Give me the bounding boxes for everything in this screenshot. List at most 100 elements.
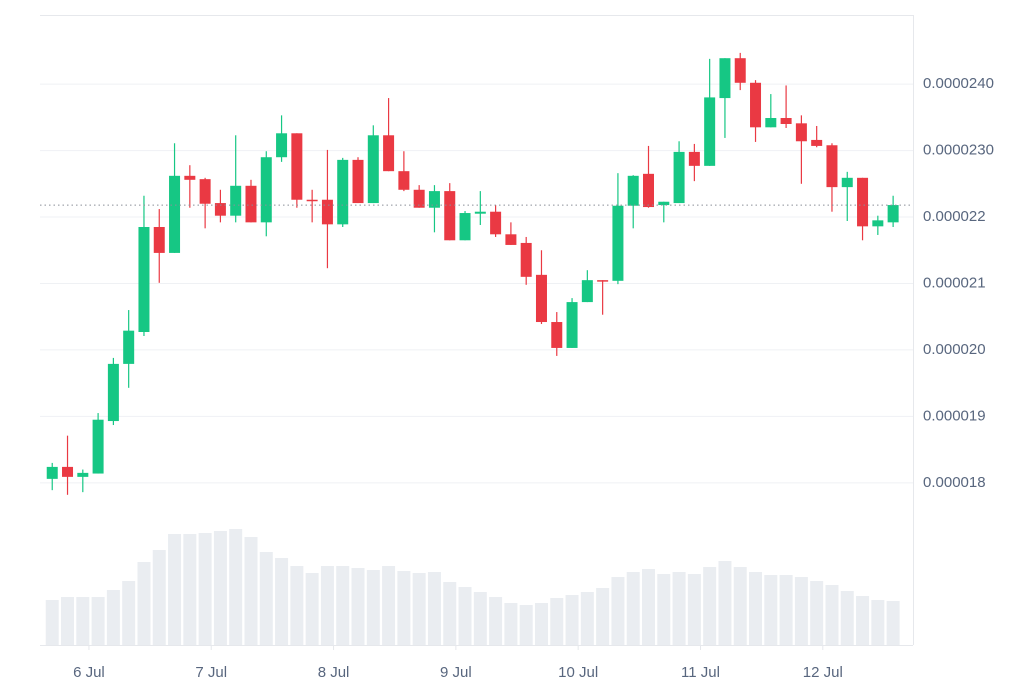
volume-bar (244, 537, 258, 645)
x-tick-label: 7 Jul (195, 664, 227, 681)
volume-bar (473, 592, 487, 645)
candle-body (474, 211, 486, 214)
volume-bar (122, 581, 136, 645)
candle-body (612, 205, 624, 281)
volume-bar (611, 577, 625, 645)
candle-body (704, 97, 716, 166)
candle-body (857, 177, 869, 227)
x-tick-label: 6 Jul (73, 664, 105, 681)
candle-body (413, 189, 425, 208)
volume-bar (259, 552, 273, 645)
candle-body (734, 58, 746, 83)
candle-body (199, 179, 211, 204)
candle-body (551, 322, 563, 348)
candle-body (107, 363, 119, 422)
x-tick-label: 9 Jul (440, 664, 472, 681)
candle-body (688, 151, 700, 166)
volume-bar (840, 591, 854, 645)
volume-bar (626, 572, 640, 645)
volume-bar (76, 597, 90, 645)
volume-bar (320, 566, 334, 645)
volume-bar (152, 550, 166, 645)
x-tick-label: 10 Jul (558, 664, 598, 681)
volume-bar (856, 596, 870, 645)
volume-bar (382, 566, 396, 645)
candle-body (291, 133, 303, 200)
candle-body (643, 173, 655, 208)
volume-bar (794, 577, 808, 645)
candle-body (260, 157, 272, 223)
candle-body (428, 191, 440, 208)
candle-body (383, 135, 395, 172)
y-tick-label: 0.000020 (923, 341, 986, 358)
volume-bar (779, 575, 793, 645)
candle-layer (40, 52, 913, 495)
candle-body (245, 185, 257, 223)
volume-bar (764, 575, 778, 645)
candle-body (673, 151, 685, 204)
volume-bar (168, 534, 182, 645)
candle-body (750, 82, 762, 128)
volume-bar (871, 600, 885, 645)
candle-body (444, 191, 456, 241)
y-tick-label: 0.000022 (923, 208, 986, 225)
x-tick-label: 11 Jul (681, 664, 720, 681)
volume-bar (749, 572, 763, 645)
volume-bar (458, 587, 472, 645)
volume-bar (565, 595, 579, 645)
candle-body (872, 220, 884, 227)
candle-body (658, 201, 670, 206)
volume-bar (443, 582, 457, 645)
volume-bar (198, 533, 212, 645)
volume-bar (718, 561, 732, 645)
volume-bar (45, 600, 59, 645)
x-tick-label: 12 Jul (803, 664, 843, 681)
volume-bar (106, 590, 120, 645)
candle-body (214, 203, 226, 216)
volume-bar (825, 585, 839, 645)
candle-body (719, 58, 731, 99)
candle-body (597, 280, 609, 282)
candle-body (138, 226, 150, 332)
volume-bar (61, 597, 75, 645)
volume-bar (519, 605, 533, 645)
volume-bar (703, 567, 717, 645)
volume-bar (183, 534, 197, 645)
candle-body (566, 302, 578, 348)
candle-body (77, 472, 89, 477)
volume-bar (336, 566, 350, 645)
y-tick-label: 0.0000230 (923, 142, 994, 159)
volume-bar (305, 573, 319, 645)
volume-bar (91, 597, 105, 645)
candle-body (62, 466, 74, 477)
candle-body (321, 199, 333, 225)
volume-bar (275, 558, 289, 645)
volume-bar (412, 573, 426, 645)
candle-body (765, 118, 777, 128)
volume-bar (642, 569, 656, 645)
candle-body (169, 175, 181, 253)
volume-bar (886, 601, 900, 645)
y-tick-label: 0.0000240 (923, 75, 994, 92)
candle-body (780, 118, 792, 124)
volume-bar (351, 568, 365, 645)
volume-bar (580, 592, 594, 645)
volume-bar (672, 572, 686, 645)
candle-body (520, 242, 532, 277)
volume-bar (596, 588, 610, 645)
y-tick-label: 0.000018 (923, 474, 986, 491)
volume-bar (290, 566, 304, 645)
x-tick-label: 8 Jul (318, 664, 350, 681)
volume-bar (733, 567, 747, 645)
candle-body (306, 199, 318, 202)
candle-body (153, 226, 165, 253)
candle-body (490, 211, 502, 235)
volume-bar (534, 603, 548, 645)
y-tick-label: 0.000019 (923, 407, 986, 424)
y-tick-label: 0.000021 (923, 274, 986, 291)
candle-body (841, 177, 853, 188)
volume-layer (45, 529, 900, 645)
volume-bar (137, 562, 151, 645)
candle-body (505, 234, 517, 245)
